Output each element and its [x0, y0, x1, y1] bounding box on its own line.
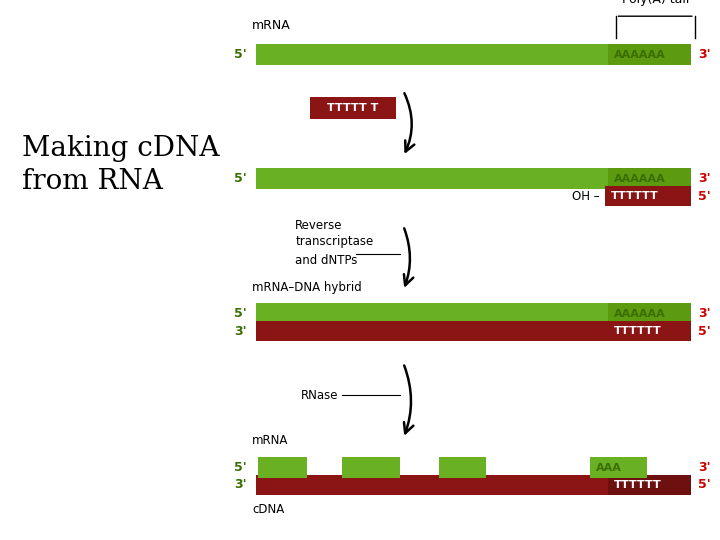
Text: AAA: AAA: [596, 463, 622, 472]
Text: 5': 5': [698, 325, 711, 338]
Text: 3': 3': [698, 307, 711, 320]
Bar: [258, 457, 307, 478]
Bar: [256, 168, 691, 189]
Text: TTTTTT: TTTTTT: [614, 326, 662, 336]
Bar: [256, 475, 691, 495]
Text: OH –: OH –: [572, 190, 600, 202]
Text: 3': 3': [234, 478, 247, 491]
Text: TTTTTT: TTTTTT: [611, 191, 658, 201]
Bar: [256, 303, 691, 324]
Text: cDNA: cDNA: [252, 503, 284, 516]
Bar: [608, 303, 691, 324]
Text: 3': 3': [698, 48, 711, 61]
Text: 5': 5': [698, 478, 711, 491]
Text: Making cDNA
from RNA: Making cDNA from RNA: [22, 135, 219, 195]
Text: transcriptase: transcriptase: [295, 235, 374, 248]
Bar: [608, 475, 691, 495]
Text: TTTTTT: TTTTTT: [614, 480, 662, 490]
Text: TTTTT T: TTTTT T: [327, 103, 379, 113]
Text: AAAAAA: AAAAAA: [614, 174, 666, 184]
Bar: [605, 186, 691, 206]
Text: RNase: RNase: [301, 389, 338, 402]
Bar: [590, 457, 647, 478]
Text: AAAAAA: AAAAAA: [614, 309, 666, 319]
Text: mRNA–DNA hybrid: mRNA–DNA hybrid: [252, 281, 361, 294]
Text: 3': 3': [234, 325, 247, 338]
Text: 5': 5': [234, 172, 247, 185]
Text: 5': 5': [234, 461, 247, 474]
Text: Reverse: Reverse: [295, 219, 343, 232]
Text: 3': 3': [698, 172, 711, 185]
Text: 5': 5': [234, 48, 247, 61]
Bar: [608, 168, 691, 189]
Bar: [310, 97, 396, 119]
Text: 3': 3': [698, 461, 711, 474]
Bar: [256, 321, 691, 341]
Text: AAAAAA: AAAAAA: [614, 50, 666, 59]
Bar: [608, 44, 691, 65]
Text: 5': 5': [234, 307, 247, 320]
Text: and dNTPs: and dNTPs: [295, 254, 358, 267]
Text: Poly(A) tail: Poly(A) tail: [621, 0, 689, 6]
Bar: [256, 44, 691, 65]
Bar: [439, 457, 486, 478]
Text: mRNA: mRNA: [252, 19, 291, 32]
Bar: [342, 457, 400, 478]
Text: mRNA: mRNA: [252, 434, 289, 447]
Text: 5': 5': [698, 190, 711, 202]
